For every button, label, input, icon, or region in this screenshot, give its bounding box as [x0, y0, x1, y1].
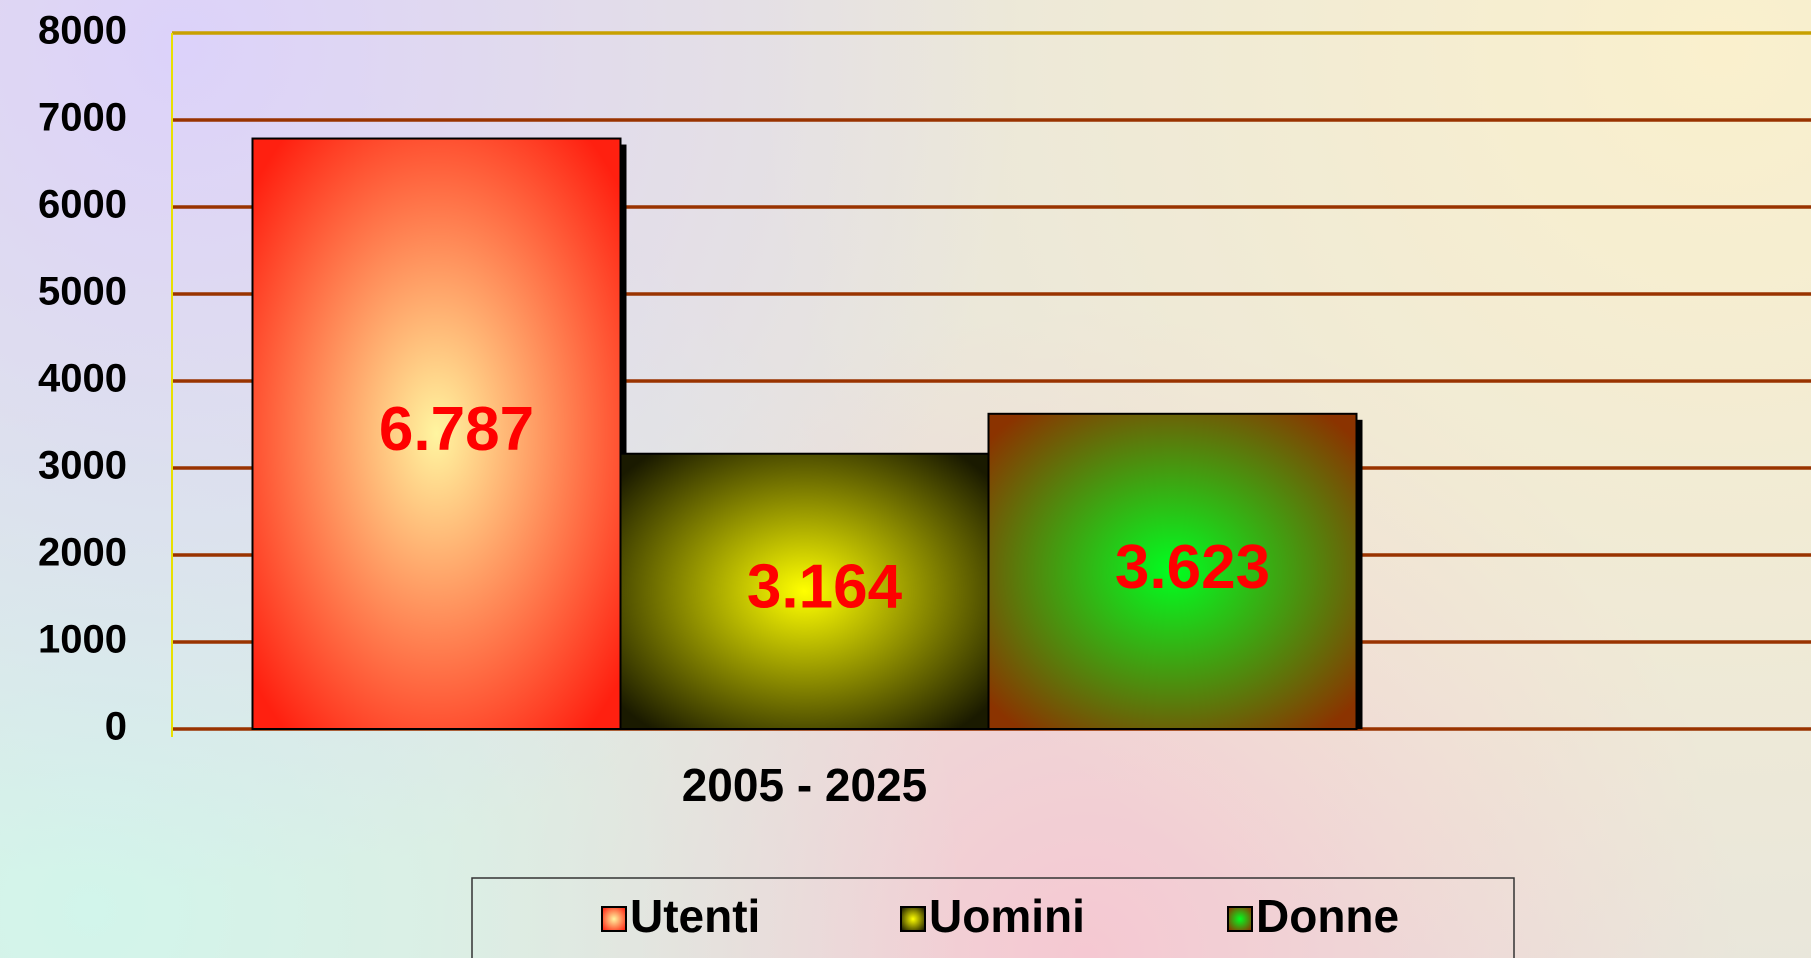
data-label: 3.164: [747, 553, 903, 622]
data-label: 3.623: [1115, 533, 1270, 602]
x-tick-label: 2005 - 2025: [682, 759, 928, 811]
legend-marker: [1227, 906, 1253, 932]
legend-label: Uomini: [929, 890, 1085, 942]
legend-label: Utenti: [630, 890, 760, 942]
bar: [251, 137, 622, 730]
data-label: 6.787: [379, 395, 534, 464]
legend-box: [471, 877, 1515, 958]
legend-label: Donne: [1256, 890, 1399, 942]
y-tick-label: 6000: [38, 183, 127, 227]
y-tick-label: 5000: [38, 270, 127, 314]
y-tick-label: 0: [105, 705, 127, 749]
y-tick-label: 7000: [38, 96, 127, 140]
legend-marker: [601, 906, 627, 932]
bar: [619, 452, 990, 730]
y-tick-label: 1000: [38, 618, 127, 662]
y-tick-label: 2000: [38, 531, 127, 575]
y-tick-label: 8000: [38, 9, 127, 53]
legend-marker: [900, 906, 926, 932]
y-tick-label: 3000: [38, 444, 127, 488]
bar: [987, 412, 1358, 730]
y-tick-label: 4000: [38, 357, 127, 401]
